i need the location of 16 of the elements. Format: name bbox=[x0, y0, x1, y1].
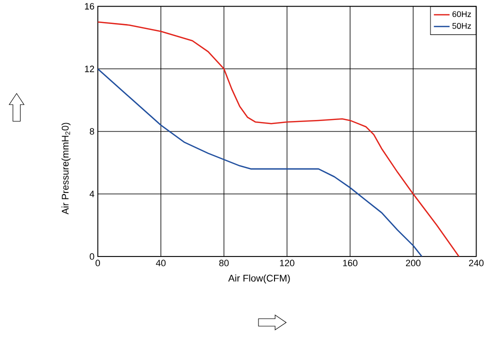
y-axis-title: Air Pressure(mmH$_{2}$0) bbox=[62, 122, 71, 214]
x-tick-label: 80 bbox=[219, 260, 229, 266]
x-tick-label: 0 bbox=[96, 260, 100, 266]
y-tick-label: 0 bbox=[90, 253, 94, 260]
y-tick-label: 4 bbox=[90, 190, 94, 198]
y-tick-label: 16 bbox=[85, 3, 94, 10]
legend-label: 60Hz bbox=[452, 11, 471, 18]
x-tick-label: 120 bbox=[280, 260, 294, 266]
x-axis-title: Air Flow(CFM) bbox=[228, 274, 290, 284]
x-tick-label: 160 bbox=[343, 260, 358, 266]
y-tick-label: 12 bbox=[85, 66, 94, 72]
y-tick-label: 8 bbox=[90, 128, 94, 135]
x-tick-label: 200 bbox=[406, 260, 420, 266]
x-tick-label: 40 bbox=[156, 260, 166, 266]
legend-label: 50Hz bbox=[452, 22, 471, 29]
x-tick-label: 240 bbox=[469, 260, 484, 266]
